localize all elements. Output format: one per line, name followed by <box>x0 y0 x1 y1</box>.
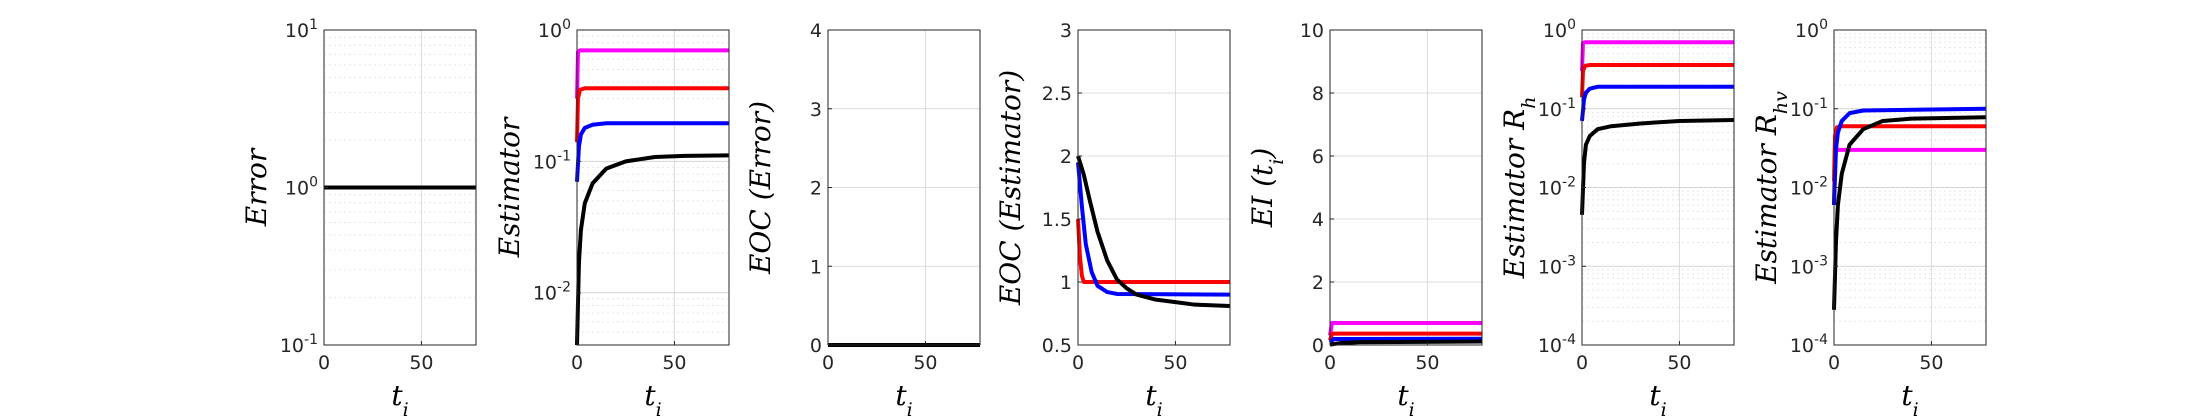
x-tick-label: 0 <box>822 352 834 374</box>
y-tick-label: 1 <box>810 256 822 278</box>
y-axis-label: Estimator <box>493 116 526 258</box>
y-tick-label: 10-3 <box>1538 253 1576 278</box>
x-axis-label: ti <box>1901 379 1918 417</box>
y-axis-label: EOC (Error) <box>744 101 777 275</box>
y-tick-label: 10-4 <box>1538 332 1576 357</box>
x-tick-label: 0 <box>318 352 330 374</box>
chart-panel-2: 0 50 10-2 10-1 100 ti Estimator <box>493 17 730 417</box>
series-line-3 <box>1328 336 1483 344</box>
series-line-1 <box>1328 320 1482 336</box>
axes-box <box>1077 29 1231 346</box>
x-axis-label: ti <box>391 379 408 417</box>
y-tick-label: 10-1 <box>1790 96 1828 121</box>
y-tick-label: 10-1 <box>1538 96 1576 121</box>
y-tick-label: 2 <box>1312 272 1324 294</box>
y-axis-label: Error <box>240 147 273 227</box>
y-tick-label: 6 <box>1312 146 1324 168</box>
y-tick-label: 10-2 <box>1790 175 1828 200</box>
y-axis-label: Estimator Rhv <box>1750 91 1792 285</box>
chart-panel-6: 0 50 10-4 10-3 10-2 10-1 100 ti Estimator Rh <box>1498 17 1735 417</box>
y-tick-label: 2 <box>1060 146 1072 168</box>
axes-box <box>576 29 730 346</box>
y-tick-label: 1 <box>1060 272 1072 294</box>
y-tick-label: 3 <box>1060 20 1072 42</box>
x-axis-label: ti <box>1649 379 1666 417</box>
x-tick-label: 50 <box>1415 352 1439 374</box>
y-tick-label: 10-2 <box>1538 175 1576 200</box>
series-line-4 <box>1580 117 1735 215</box>
x-tick-label: 0 <box>571 352 583 374</box>
chart-panel-5: 0 50 0 2 4 6 8 10 ti EI (ti) <box>1246 20 1483 417</box>
x-tick-label: 50 <box>409 352 433 374</box>
series-line-3 <box>1076 155 1231 308</box>
y-tick-label: 10-4 <box>1790 332 1828 357</box>
x-axis-label: ti <box>644 379 661 417</box>
x-tick-label: 0 <box>1576 352 1588 374</box>
y-tick-label: 100 <box>538 17 571 42</box>
x-axis-label: ti <box>1397 379 1414 417</box>
y-tick-label: 100 <box>1795 17 1828 42</box>
series-line-4 <box>575 153 730 346</box>
series-line-4 <box>1832 115 1987 310</box>
y-tick-label: 10-3 <box>1790 253 1828 278</box>
series-line-2 <box>575 86 729 143</box>
plot-area <box>1330 30 1482 345</box>
series-line-3 <box>1580 84 1734 122</box>
x-tick-label: 50 <box>1919 352 1943 374</box>
chart-panel-3: 0 50 0 1 2 3 4 ti EOC (Error) <box>744 20 981 417</box>
y-tick-label: 10-1 <box>280 332 318 357</box>
series-line-2 <box>1076 162 1231 297</box>
series-line-3 <box>575 121 729 182</box>
y-axis-label: EOC (Estimator) <box>994 70 1027 306</box>
x-axis-label: ti <box>895 379 912 417</box>
y-tick-label: 4 <box>1312 209 1324 231</box>
y-tick-label: 0 <box>1312 335 1324 357</box>
x-tick-label: 0 <box>1828 352 1840 374</box>
series-line-4 <box>1329 339 1483 347</box>
chart-panel-7: 0 50 10-4 10-3 10-2 10-1 100 ti Estimator Rhv <box>1750 17 1987 417</box>
x-axis-label: ti <box>1145 379 1162 417</box>
y-tick-label: 101 <box>285 17 318 42</box>
y-tick-label: 2 <box>810 178 822 200</box>
y-tick-label: 0 <box>810 335 822 357</box>
y-axis-label: EI (ti) <box>1246 148 1288 229</box>
series-line-3 <box>1832 106 1987 206</box>
y-tick-label: 10 <box>1300 20 1324 42</box>
chart-panel-4: 0 50 0.5 1 1.5 2 2.5 3 ti EOC (Estimator) <box>994 20 1231 417</box>
y-tick-label: 10-2 <box>533 280 571 305</box>
y-axis-label: Estimator Rh <box>1498 97 1540 280</box>
series-line-1 <box>1076 218 1230 284</box>
y-tick-label: 3 <box>810 99 822 121</box>
x-tick-label: 50 <box>1667 352 1691 374</box>
y-tick-label: 100 <box>285 175 318 200</box>
x-tick-label: 0 <box>1324 352 1336 374</box>
x-tick-label: 50 <box>913 352 937 374</box>
y-tick-label: 100 <box>1543 17 1576 42</box>
y-tick-label: 4 <box>810 20 822 42</box>
series-line-2 <box>1328 331 1482 341</box>
x-tick-label: 50 <box>662 352 686 374</box>
y-tick-label: 8 <box>1312 83 1324 105</box>
y-tick-label: 1.5 <box>1042 209 1072 231</box>
chart-panel-1: 0 50 10-1 100 101 ti Error <box>240 17 477 417</box>
y-tick-label: 0.5 <box>1042 335 1072 357</box>
x-tick-label: 50 <box>1163 352 1187 374</box>
x-tick-label: 0 <box>1072 352 1084 374</box>
y-tick-label: 10-1 <box>533 148 571 173</box>
plot-area <box>577 30 729 345</box>
y-tick-label: 2.5 <box>1042 83 1072 105</box>
axes-box <box>1329 29 1483 346</box>
series-line-2 <box>1580 62 1734 98</box>
